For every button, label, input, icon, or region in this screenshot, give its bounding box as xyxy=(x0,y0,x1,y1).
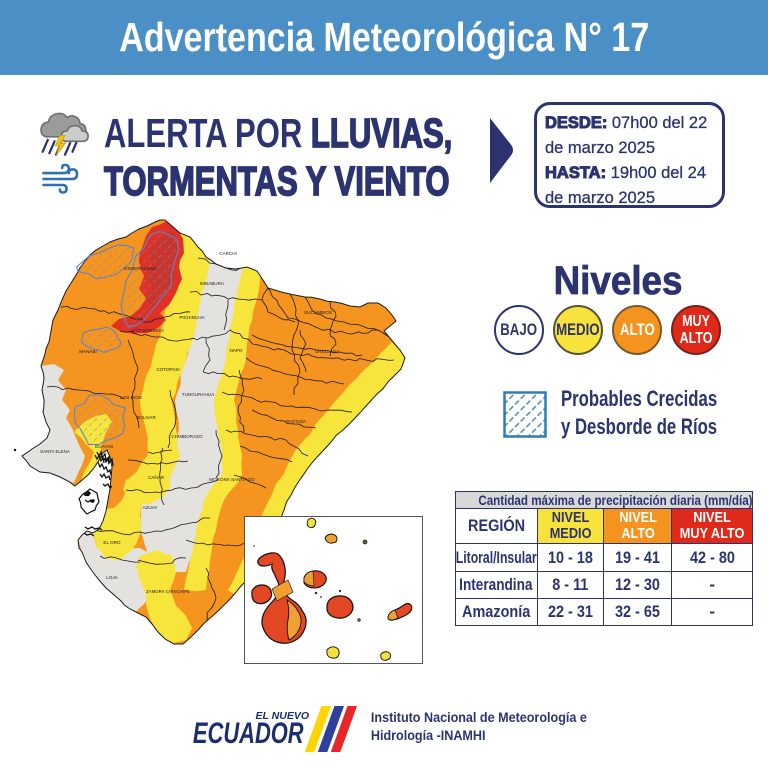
svg-text:LOJA: LOJA xyxy=(106,575,118,580)
svg-text:ORELLANA: ORELLANA xyxy=(315,349,340,354)
svg-text:CHIMBORAZO: CHIMBORAZO xyxy=(171,434,203,439)
svg-text:SUCUMBIOS: SUCUMBIOS xyxy=(304,310,332,315)
svg-text:PICHINCHA: PICHINCHA xyxy=(179,315,205,320)
svg-text:EL ORO: EL ORO xyxy=(103,540,121,545)
svg-text:ECUADOR: ECUADOR xyxy=(193,716,304,750)
svg-text:MANABI: MANABI xyxy=(79,349,97,354)
svg-text:EL NUEVO: EL NUEVO xyxy=(256,710,309,722)
svg-text:Instituto Nacional de Meteorol: Instituto Nacional de Meteorología e xyxy=(371,709,587,725)
svg-text:CARCHI: CARCHI xyxy=(219,251,237,256)
svg-text:GUAYAS: GUAYAS xyxy=(95,444,113,449)
svg-text:AZUAY: AZUAY xyxy=(143,505,158,510)
svg-text:LOS RIOS: LOS RIOS xyxy=(120,395,142,400)
svg-text:BOLIVAR: BOLIVAR xyxy=(136,415,156,420)
svg-text:NAPO: NAPO xyxy=(229,348,242,353)
svg-text:STO DOMINGO: STO DOMINGO xyxy=(132,328,164,333)
svg-text:PASTAZA: PASTAZA xyxy=(286,419,307,424)
svg-text:TUNGURAHUA: TUNGURAHUA xyxy=(182,392,215,397)
svg-text:ESMERALDAS: ESMERALDAS xyxy=(124,266,155,271)
svg-text:IMBABURA: IMBABURA xyxy=(200,281,225,286)
svg-text:CAÑAR: CAÑAR xyxy=(148,474,165,480)
svg-text:Hidrología -INAMHI: Hidrología -INAMHI xyxy=(371,727,486,743)
svg-text:SANTA ELENA: SANTA ELENA xyxy=(40,449,70,454)
svg-text:ZAMORA CHINCHIPE: ZAMORA CHINCHIPE xyxy=(146,589,190,594)
svg-text:MORONA SANTIAGO: MORONA SANTIAGO xyxy=(209,477,255,482)
svg-text:COTOPAXI: COTOPAXI xyxy=(156,367,179,372)
